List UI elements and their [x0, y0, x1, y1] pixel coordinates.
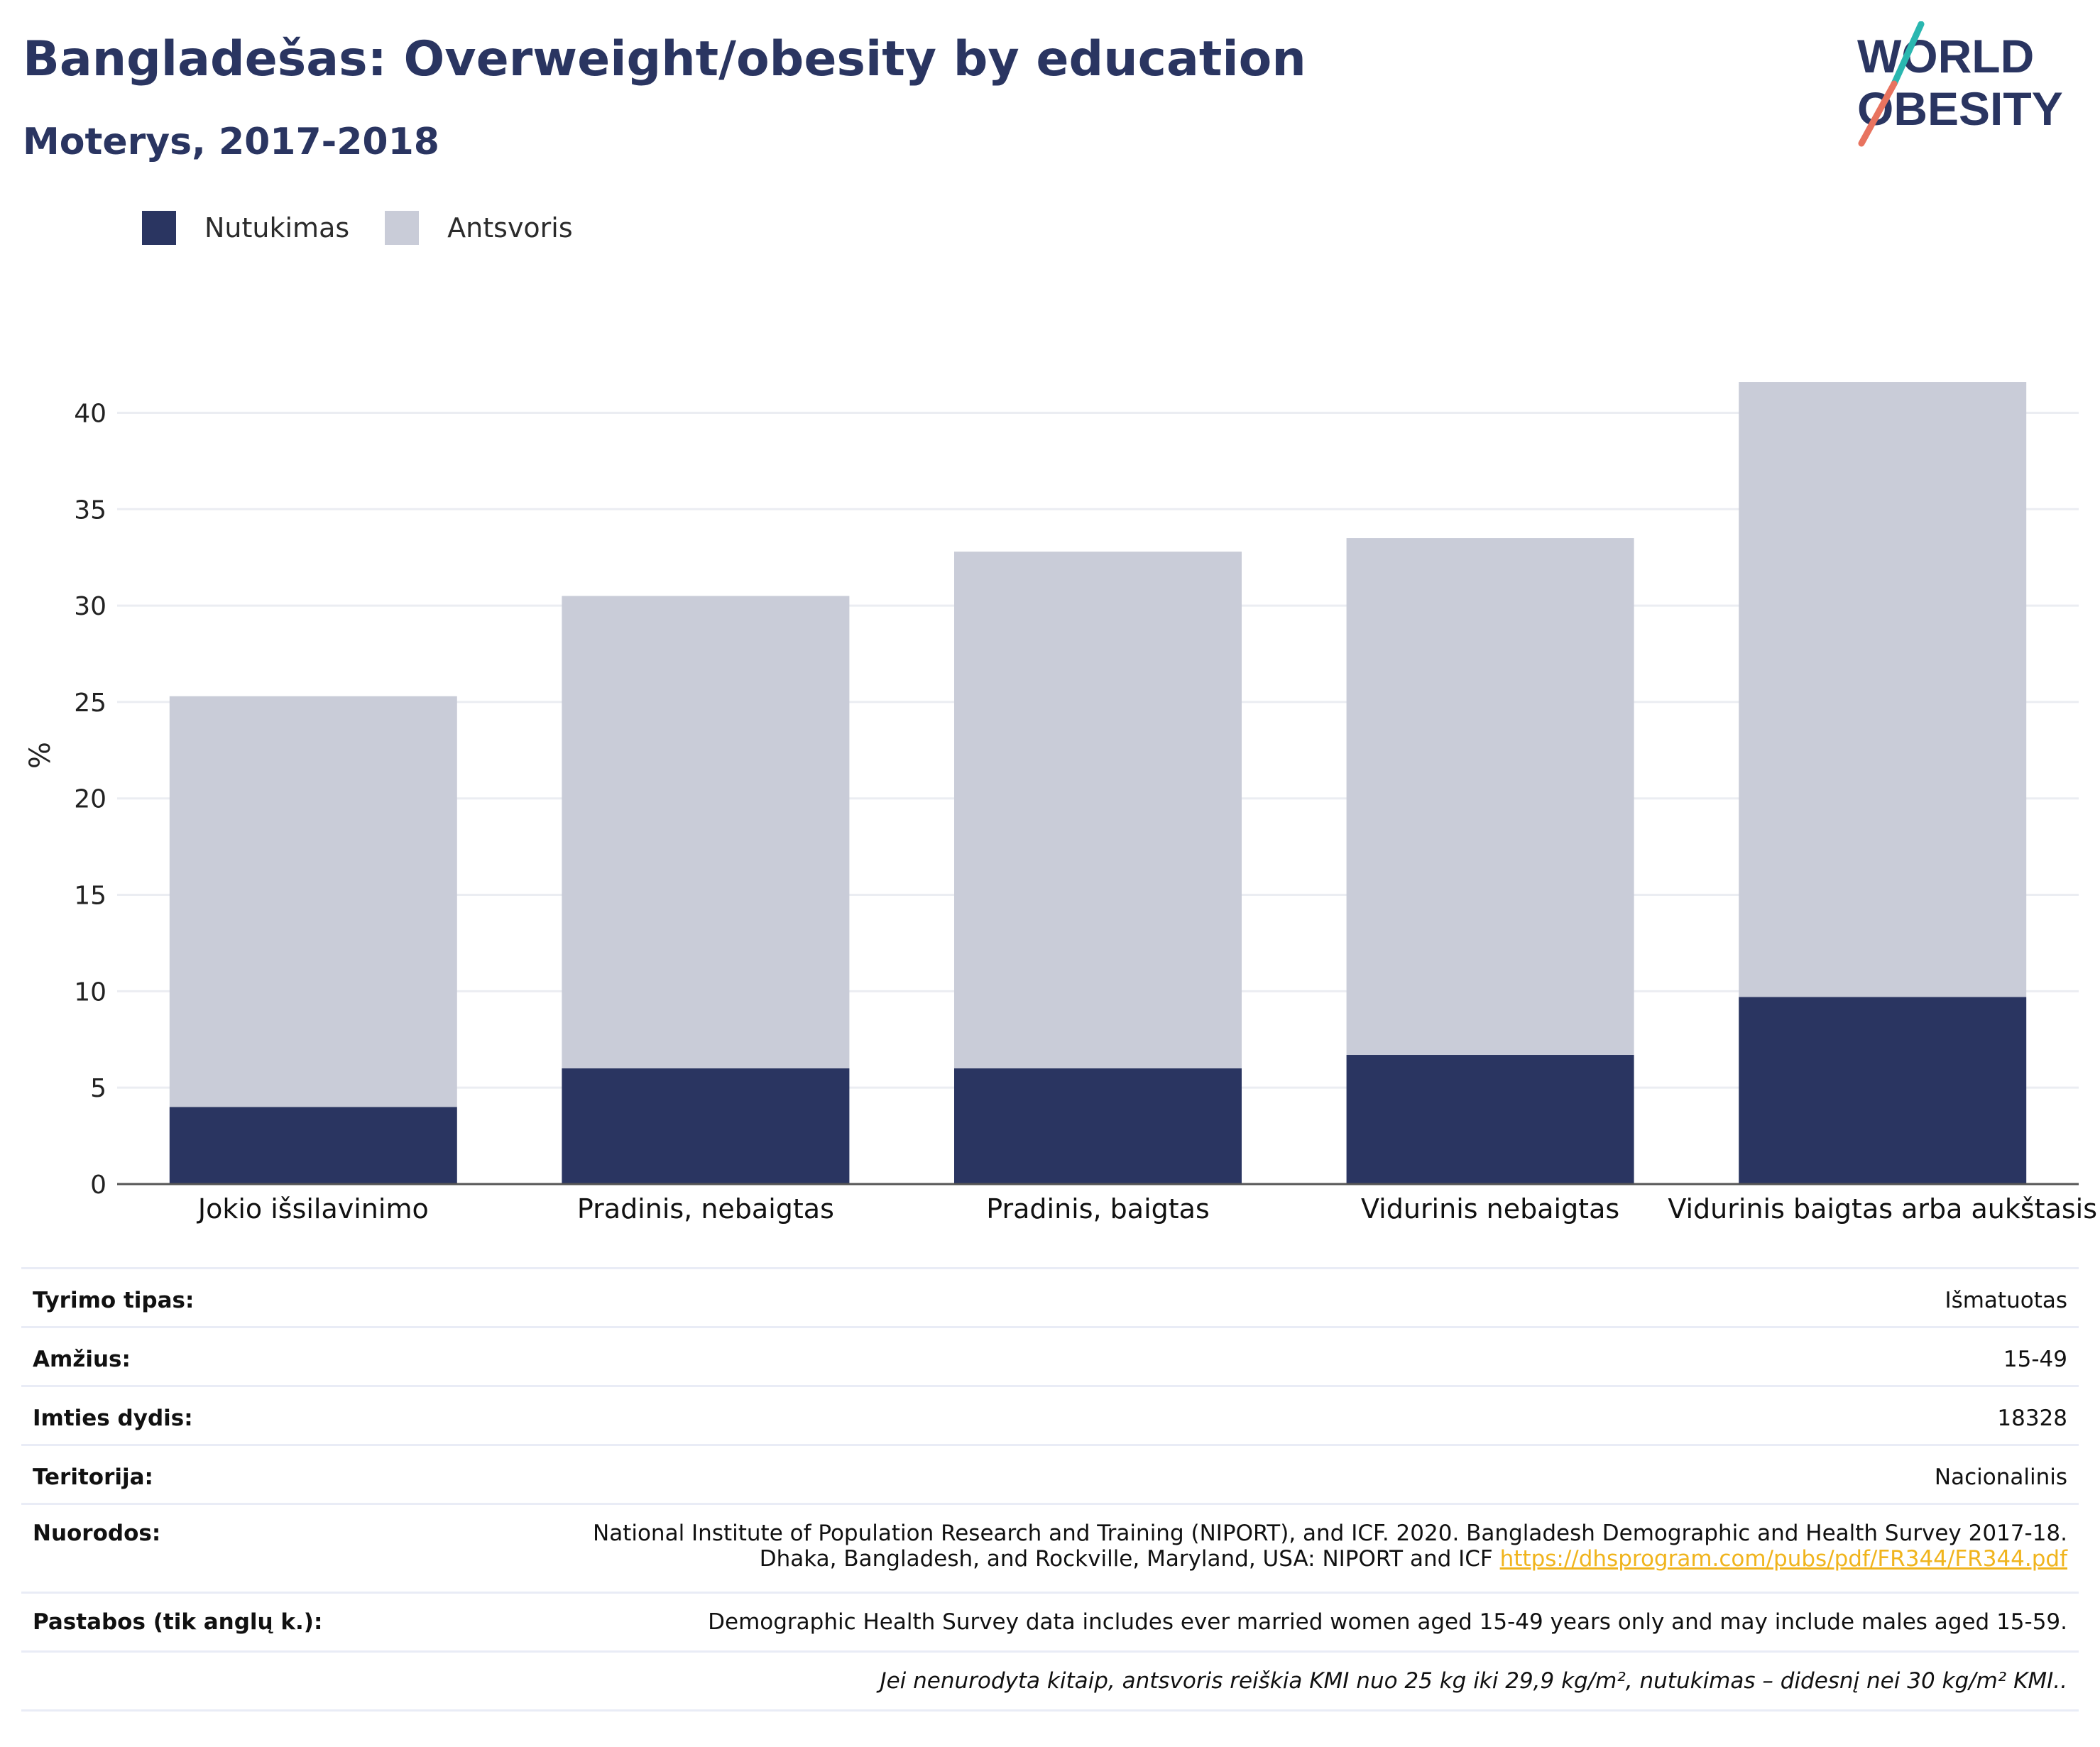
- meta-row-references: Nuorodos: National Institute of Populati…: [21, 1503, 2079, 1592]
- meta-label: Amžius:: [33, 1347, 131, 1372]
- meta-value: Nacionalinis: [1934, 1464, 2067, 1490]
- page-title: Bangladešas: Overweight/obesity by educa…: [23, 31, 1306, 87]
- meta-value: Išmatuotas: [1945, 1288, 2067, 1313]
- logo-text-world: WORLD: [1857, 30, 2034, 82]
- x-tick-label: Vidurinis nebaigtas: [1361, 1193, 1619, 1225]
- legend-swatch-nutukimas: [142, 211, 176, 245]
- legend-label-nutukimas: Nutukimas: [204, 212, 350, 243]
- y-tick-label: 5: [90, 1074, 106, 1103]
- logo-slash-top: [1891, 21, 1925, 87]
- bar-nutukimas: [1346, 1055, 1634, 1184]
- y-tick-label: 30: [74, 592, 106, 621]
- chart-legend: Nutukimas Antsvoris: [142, 210, 608, 246]
- y-tick-label: 40: [74, 399, 106, 428]
- bar-antsvoris: [954, 552, 1242, 1069]
- x-tick-label: Jokio išsilavinimo: [197, 1193, 429, 1225]
- bar-nutukimas: [954, 1068, 1242, 1184]
- legend-swatch-antsvoris: [385, 211, 420, 245]
- bar-nutukimas: [562, 1068, 850, 1184]
- meta-label: Imties dydis:: [33, 1406, 193, 1431]
- reference-line-1: National Institute of Population Researc…: [593, 1521, 2067, 1546]
- meta-value: 18328: [1997, 1406, 2067, 1431]
- x-tick-label: Pradinis, baigtas: [986, 1193, 1210, 1225]
- meta-row: Tyrimo tipas: Išmatuotas: [21, 1267, 2079, 1326]
- meta-value-references: National Institute of Population Researc…: [593, 1521, 2079, 1572]
- table-bottom-rule: [21, 1709, 2079, 1712]
- bar-nutukimas: [1739, 997, 2027, 1184]
- meta-row-notes: Pastabos (tik anglų k.): Demographic Hea…: [21, 1592, 2079, 1650]
- meta-value: 15-49: [2003, 1347, 2067, 1372]
- meta-label-notes: Pastabos (tik anglų k.):: [33, 1609, 323, 1635]
- page-subtitle: Moterys, 2017-2018: [23, 121, 439, 163]
- meta-label-references: Nuorodos:: [33, 1521, 161, 1546]
- x-tick-label: Vidurinis baigtas arba aukštasis: [1668, 1193, 2097, 1225]
- meta-label: Tyrimo tipas:: [33, 1288, 195, 1313]
- reference-line-2: Dhaka, Bangladesh, and Rockville, Maryla…: [593, 1546, 2067, 1572]
- y-tick-label: 35: [74, 495, 106, 525]
- y-tick-label: 15: [74, 882, 106, 911]
- bar-antsvoris: [1739, 382, 2027, 997]
- meta-row: Imties dydis: 18328: [21, 1385, 2079, 1444]
- footnote-definition: Jei nenurodyta kitaip, antsvoris reiškia…: [880, 1668, 2067, 1694]
- meta-label: Teritorija:: [33, 1464, 153, 1490]
- bar-antsvoris: [169, 696, 457, 1107]
- legend-label-antsvoris: Antsvoris: [447, 212, 573, 243]
- logo-slash-bottom: [1858, 80, 1898, 147]
- meta-value-notes: Demographic Health Survey data includes …: [708, 1609, 2067, 1635]
- world-obesity-logo: WORLD OBESITY: [1857, 21, 2063, 147]
- metadata-table: Tyrimo tipas: Išmatuotas Amžius: 15-49 Imtie…: [21, 1267, 2079, 1712]
- y-tick-label: 25: [74, 689, 106, 718]
- stacked-bar-chart: 0 5 10 15 20 25 30 35 40% Jokio išsilavinimo Pradi…: [24, 382, 2097, 1225]
- bar-nutukimas: [169, 1107, 457, 1184]
- legend-item-nutukimas[interactable]: Nutukimas: [142, 211, 349, 245]
- y-axis-label: %: [24, 742, 57, 769]
- bar-antsvoris: [562, 596, 850, 1069]
- meta-row-footnote: Jei nenurodyta kitaip, antsvoris reiškia…: [21, 1650, 2079, 1709]
- meta-row: Teritorija: Nacionalinis: [21, 1444, 2079, 1503]
- y-tick-label: 20: [74, 785, 106, 814]
- y-tick-label: 10: [74, 977, 106, 1007]
- y-tick-label: 0: [90, 1171, 106, 1200]
- meta-row: Amžius: 15-49: [21, 1326, 2079, 1385]
- reference-link[interactable]: https://dhsprogram.com/pubs/pdf/FR344/FR…: [1499, 1546, 2067, 1572]
- x-tick-label: Pradinis, nebaigtas: [577, 1193, 834, 1225]
- legend-item-antsvoris[interactable]: Antsvoris: [385, 211, 573, 245]
- bar-antsvoris: [1346, 538, 1634, 1056]
- reference-line-2-text: Dhaka, Bangladesh, and Rockville, Maryla…: [759, 1546, 1500, 1572]
